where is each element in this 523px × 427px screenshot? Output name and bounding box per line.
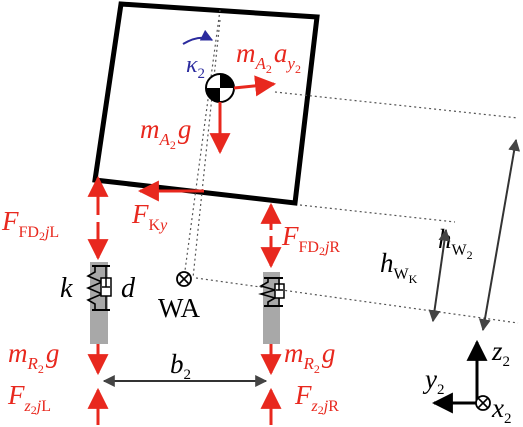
roll-axis-symbol-icon (176, 271, 192, 287)
tilted-reference-line (192, 19, 221, 279)
f-z-left-label: Fz2jL (7, 380, 51, 417)
m-a2-ay2-label: mA2ay2 (236, 38, 301, 76)
f-fd-right-label: FFD2jR (281, 221, 340, 258)
right-spring-damper (258, 272, 285, 344)
vehicle-body-box (92, 1, 320, 206)
left-spring-damper (85, 262, 112, 344)
f-fd-left-label: FFD2jL (1, 206, 59, 243)
kappa-label: κ2 (186, 52, 205, 82)
spring-k-label: k (60, 273, 73, 304)
h-wk-dimension-arrow (428, 228, 451, 323)
cg-height-projection-line (274, 91, 519, 119)
m-a2-g-label: mA2g (140, 114, 191, 152)
f-ky-label: FKy (131, 199, 168, 234)
kappa-angle-arc (182, 29, 214, 45)
h-wk-label: hWK (380, 248, 418, 286)
b2-label: b2 (170, 349, 191, 383)
h-w2-dimension-arrow (478, 138, 521, 332)
wa-label: WA (158, 293, 200, 323)
axis-y2-label: y2 (422, 364, 444, 398)
wa-projection-line (195, 277, 519, 324)
f-z-right-label: Fz2jR (294, 380, 339, 417)
roll-center-projection-line (299, 204, 456, 223)
vertical-reference-line (183, 9, 221, 279)
m-r2-g-right-label: mR2g (284, 338, 335, 376)
axis-z2-label: z2 (491, 336, 510, 370)
center-of-gravity-icon (205, 73, 235, 103)
damper-d-label: d (121, 273, 136, 304)
axis-x2-label: x2 (491, 393, 511, 427)
m-r2-g-left-label: mR2g (8, 338, 59, 376)
coordinate-system (431, 339, 491, 414)
inertial-force-arrow (233, 75, 277, 97)
